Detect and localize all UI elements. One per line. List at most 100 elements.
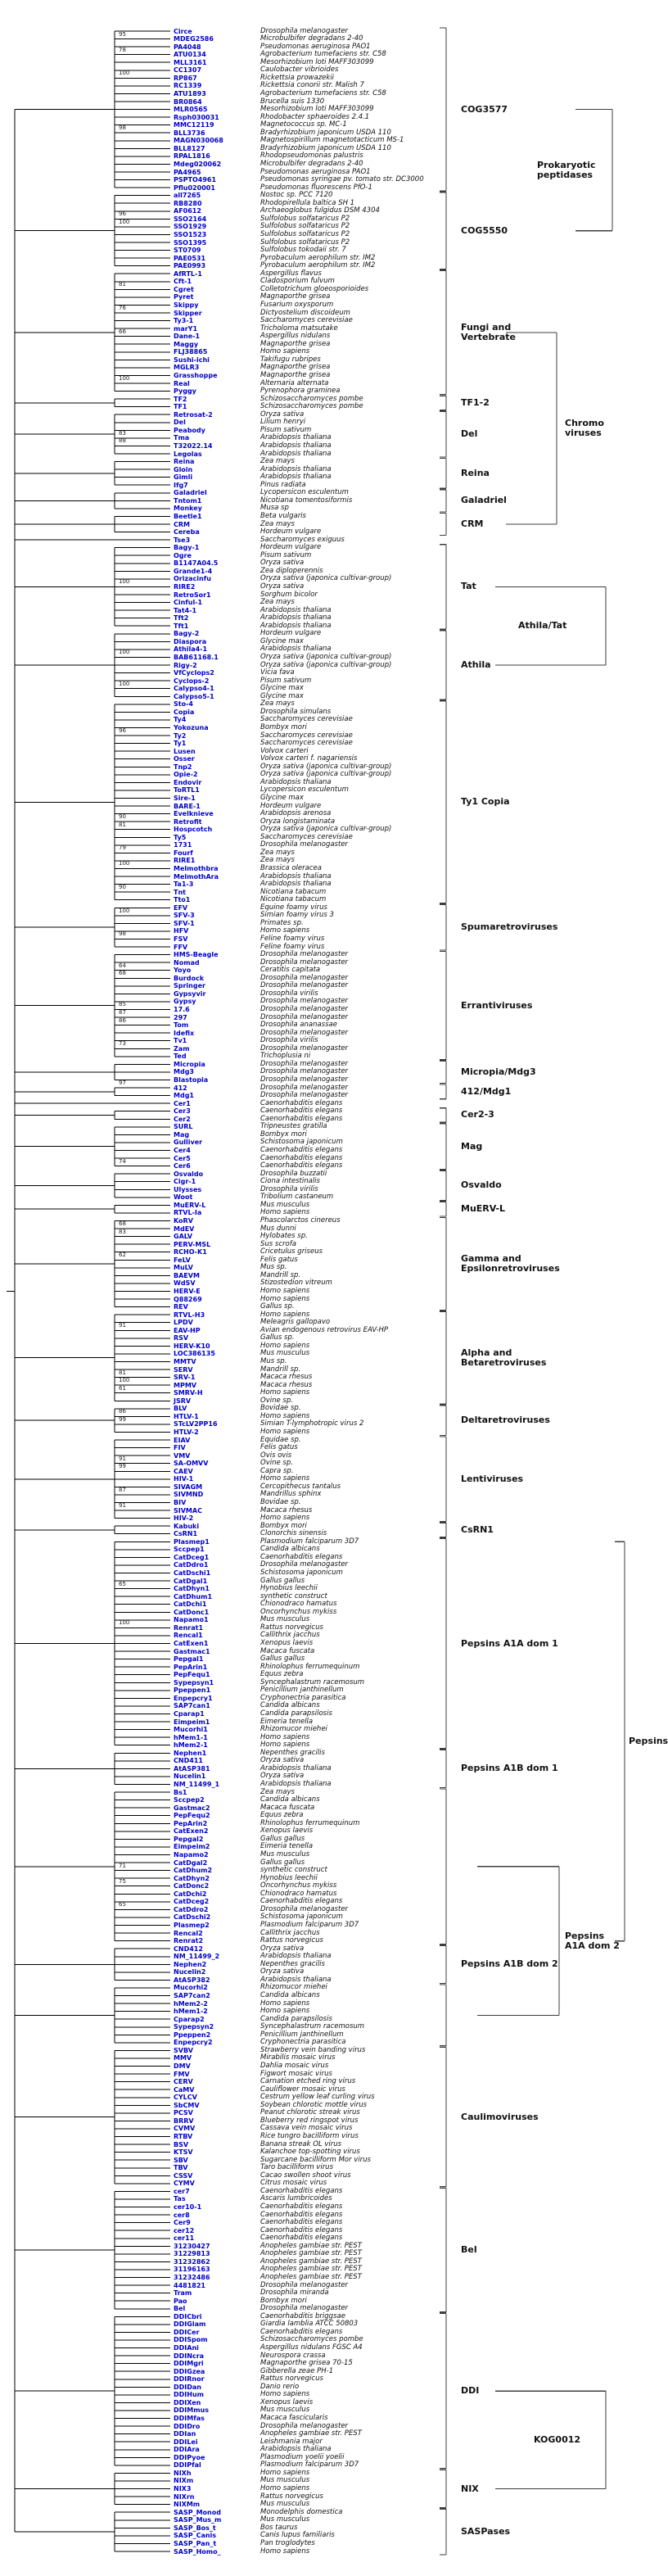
- clade-label-tat: Tat: [461, 582, 476, 591]
- leaf-name: Ppeppen2: [174, 2030, 211, 2039]
- leaf-species: Equus zebra: [260, 1811, 304, 1820]
- leaf-species: Penicillium janthinellum: [260, 1686, 344, 1695]
- leaf-species: Caenorhabditis elegans: [260, 1098, 343, 1107]
- leaf-name: Gastmac1: [174, 1647, 210, 1655]
- leaf-species: Rice tungro bacilliform virus: [260, 2132, 359, 2141]
- leaf-species: Zea diploperennis: [260, 566, 323, 575]
- leaf-name: Nephen1: [174, 1749, 207, 1757]
- leaf-species: Macaca fuscata: [260, 1803, 315, 1812]
- leaf-species: Caenorhabditis elegans: [260, 1114, 343, 1123]
- leaf-species: Mus musculus: [260, 1200, 310, 1209]
- leaf-name: MelmothAra: [174, 872, 219, 881]
- leaf-species: Arabidopsis thaliana: [260, 464, 332, 473]
- leaf-name: Cft-1: [174, 278, 192, 286]
- bootstrap-value: 100: [119, 1619, 130, 1627]
- leaf-species: Mus musculus: [260, 2500, 310, 2509]
- leaf-name: BAEVM: [174, 1271, 200, 1279]
- leaf-name: DDIGlam: [174, 2320, 206, 2329]
- clade-label-saspases: SASPases: [461, 2527, 510, 2537]
- bootstrap-value: 100: [119, 680, 130, 687]
- leaf-name: FeLV: [174, 1256, 191, 1264]
- leaf-name: cer12: [174, 2226, 195, 2234]
- leaf-name: MMV: [174, 2054, 192, 2062]
- leaf-name: Nomad: [174, 958, 200, 967]
- leaf-species: Schizosaccharomyces pombe: [260, 2335, 363, 2344]
- leaf-species: Magnetococcus sp. MC-1: [260, 120, 347, 129]
- bootstrap-value: 88: [119, 437, 126, 445]
- leaf-name: AF0612: [174, 207, 201, 215]
- leaf-name: DDIGzea: [174, 2367, 205, 2375]
- leaf-species: Saccharomyces cerevisiae: [260, 715, 353, 724]
- leaf-name: Pyret: [174, 293, 194, 301]
- leaf-species: Rhinolophus ferrumequinum: [260, 1818, 360, 1827]
- leaf-species: Caenorhabditis elegans: [260, 1161, 343, 1170]
- leaf-name: SSO1395: [174, 238, 207, 247]
- leaf-species: Bombyx mori: [260, 2296, 307, 2305]
- leaf-species: Arabidopsis thaliana: [260, 645, 332, 654]
- leaf-species: Rhodopirellula baltica SH 1: [260, 198, 355, 207]
- leaf-species: Pyrobaculum aerophilum str. IM2: [260, 261, 376, 270]
- leaf-species: Zea mays: [260, 848, 295, 857]
- leaf-name: FFV: [174, 943, 188, 951]
- leaf-species: Oryza sativa (japonica cultivar-group): [260, 660, 392, 669]
- leaf-species: Homo sapiens: [260, 2390, 310, 2399]
- leaf-species: Drosophila melanogaster: [260, 26, 349, 35]
- leaf-species: Mus musculus: [260, 1850, 310, 1859]
- leaf-species: Schistosoma japonicum: [260, 1913, 343, 1922]
- leaf-species: Caenorhabditis elegans: [260, 2218, 343, 2227]
- leaf-species: synthetic construct: [260, 1591, 327, 1600]
- leaf-name: Gimli: [174, 473, 193, 482]
- leaf-species: Nicotiana tabacum: [260, 887, 327, 896]
- leaf-species: Oryza sativa: [260, 559, 305, 568]
- bootstrap-value: 100: [119, 375, 130, 382]
- clade-label-kog0012: KOG0012: [534, 2433, 581, 2445]
- leaf-species: Oryza sativa (japonica cultivar-group): [260, 574, 392, 583]
- leaf-species: Schistosoma japonicum: [260, 1138, 343, 1147]
- leaf-name: SAP7can2: [174, 1992, 210, 2000]
- leaf-name: SIVAGM: [174, 1483, 203, 1491]
- bootstrap-value: 68: [119, 1220, 126, 1228]
- leaf-name: Cer4: [174, 1146, 191, 1154]
- leaf-species: Rickettsia conorii str. Malish 7: [260, 81, 364, 90]
- leaf-name: Gypsy: [174, 998, 196, 1006]
- bootstrap-value: 100: [119, 907, 130, 914]
- leaf-name: FIV: [174, 1444, 186, 1452]
- clade-label-line: Pepsins: [565, 1930, 605, 1941]
- leaf-name: Tft2: [174, 614, 189, 622]
- leaf-name: HTLV-1: [174, 1412, 199, 1420]
- clade-label-deltaretroviruses: Deltaretroviruses: [461, 1415, 550, 1425]
- leaf-species: Mus musculus: [260, 2515, 310, 2524]
- leaf-species: Monodelphis domestica: [260, 2507, 343, 2516]
- leaf-name: Calypso4-1: [174, 685, 214, 693]
- leaf-name: Renrat1: [174, 1623, 204, 1632]
- leaf-species: Anopheles gambiae str. PEST: [260, 2241, 362, 2250]
- leaf-species: Oryza sativa (japonica cultivar-group): [260, 762, 392, 771]
- bootstrap-value: 75: [119, 1877, 126, 1885]
- clade-label-412-mdg1: 412/Mdg1: [461, 1086, 511, 1097]
- bootstrap-value: 100: [119, 1377, 130, 1384]
- leaf-species: Aspergillus flavus: [260, 269, 322, 278]
- leaf-name: Sccpep2: [174, 1796, 205, 1804]
- leaf-name: DDIDro: [174, 2422, 201, 2430]
- leaf-species: Homo sapiens: [260, 1999, 310, 2008]
- leaf-name: Tom: [174, 1021, 189, 1030]
- leaf-species: Mus musculus: [260, 2476, 310, 2485]
- leaf-species: Gallus sp.: [260, 1333, 295, 1342]
- leaf-name: DMV: [174, 2062, 191, 2071]
- clade-label-micropia-mdg3: Micropia/Mdg3: [461, 1066, 536, 1077]
- leaf-name: Idefix: [174, 1029, 195, 1037]
- leaf-species: Oryza longistaminata: [260, 817, 336, 826]
- bootstrap-value: 76: [119, 305, 126, 311]
- leaf-name: Rsph030031: [174, 113, 219, 121]
- leaf-name: Pyggy: [174, 387, 196, 396]
- clade-label-line: Tat: [461, 581, 476, 592]
- leaf-species: Bombyx mori: [260, 1130, 307, 1139]
- leaf-species: Syncephalastrum racemosum: [260, 2022, 365, 2031]
- clade-label-line: KOG0012: [534, 2433, 581, 2445]
- leaf-species: Brassica oleracea: [260, 863, 322, 872]
- leaf-name: CatExen1: [174, 1640, 209, 1647]
- leaf-name: SIVMND: [174, 1491, 204, 1499]
- leaf-name: 31232862: [174, 2257, 210, 2266]
- leaf-name: Ty5: [174, 833, 187, 841]
- leaf-species: Caenorhabditis elegans: [260, 2203, 343, 2212]
